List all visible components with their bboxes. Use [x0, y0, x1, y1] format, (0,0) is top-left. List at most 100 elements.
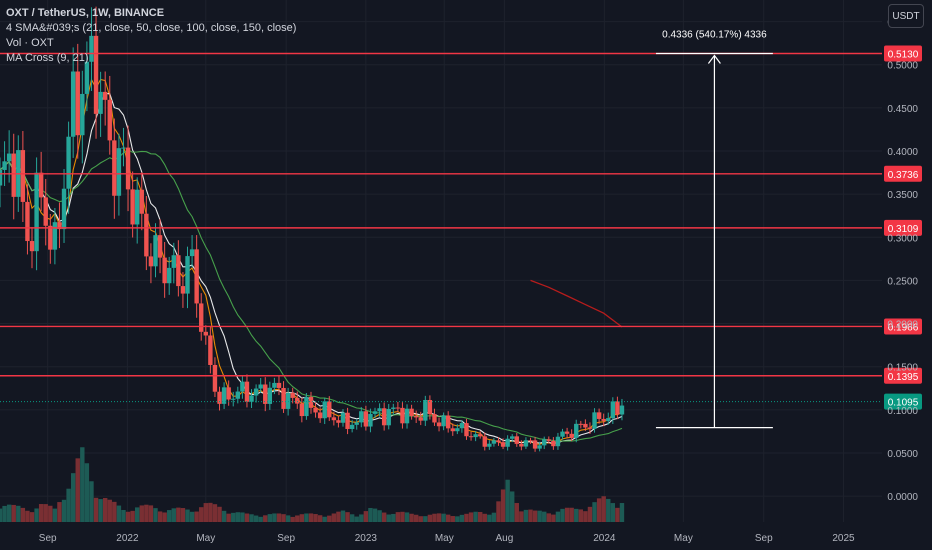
- candle-body: [139, 189, 144, 214]
- candle-body: [304, 397, 309, 417]
- candle-body: [436, 422, 442, 427]
- volume-bar: [313, 514, 318, 522]
- volume-bar: [208, 502, 213, 522]
- time-axis[interactable]: Sep 2022 May Sep 2023 May Aug 2024 May Sep 2025: [39, 533, 855, 544]
- level-price-label: 0.1395: [888, 372, 919, 383]
- candle-body: [263, 384, 268, 404]
- volume-bar: [606, 498, 611, 522]
- candle-body: [235, 391, 241, 399]
- level-price-tag: [884, 45, 922, 62]
- candle-body: [569, 433, 574, 438]
- candle-body: [363, 411, 369, 427]
- volume-bar: [185, 509, 190, 522]
- candle-body: [2, 161, 7, 170]
- candle-body: [432, 414, 437, 423]
- candle-body: [445, 415, 451, 429]
- candle-body: [20, 150, 26, 202]
- volume-bar: [84, 463, 90, 522]
- volume-bar: [381, 512, 387, 522]
- candle-body: [34, 172, 39, 252]
- candle-body: [299, 403, 305, 417]
- volume-bar: [70, 473, 76, 522]
- volume-bar: [615, 507, 620, 522]
- candle-body: [130, 189, 135, 225]
- candle-body: [167, 267, 172, 284]
- candle-body: [587, 427, 593, 429]
- volume-bar: [308, 513, 314, 522]
- volume-bar: [102, 498, 108, 522]
- time-tick-label: May: [196, 533, 215, 544]
- candle-body: [413, 416, 419, 418]
- candle-body: [596, 412, 602, 419]
- price-tick-label: 0.2000: [887, 320, 918, 331]
- volume-bar: [253, 515, 259, 522]
- time-tick-label: Aug: [495, 533, 513, 544]
- candle-body: [244, 381, 250, 402]
- volume-bar: [29, 512, 35, 522]
- volume-bar: [203, 503, 208, 522]
- volume-bar: [560, 508, 565, 522]
- volume-bar: [436, 513, 442, 522]
- sma-indicator-label[interactable]: 4 SMA&#039;s (21, close, 50, close, 100,…: [6, 22, 297, 34]
- volume-bar: [199, 507, 204, 522]
- currency-button[interactable]: USDT: [888, 4, 924, 28]
- candle-body: [6, 153, 12, 162]
- volume-bar: [564, 507, 570, 522]
- candle-body: [308, 397, 314, 408]
- candle-body: [610, 401, 616, 419]
- volume-bar: [345, 512, 350, 522]
- candle-body: [61, 188, 67, 230]
- volume-bar: [258, 516, 263, 522]
- price-range-measure[interactable]: 0.4336 (540.17%) 4336: [655, 29, 773, 429]
- candle-body: [43, 197, 48, 226]
- volume-bar: [263, 515, 268, 522]
- symbol-title[interactable]: OXT / TetherUS, 1W, BINANCE: [6, 7, 165, 19]
- candle-body: [0, 169, 3, 186]
- candle-body: [372, 411, 378, 414]
- volume-bar: [121, 510, 126, 522]
- volume-bar: [231, 512, 236, 522]
- volume-bar: [148, 505, 154, 522]
- volume-bar: [363, 511, 369, 522]
- volume-bar: [377, 510, 382, 522]
- volume-bar: [404, 512, 410, 522]
- candle-body: [450, 428, 455, 432]
- volume-bar: [272, 513, 277, 522]
- ma-cross-indicator-label[interactable]: MA Cross (9, 21): [6, 52, 89, 64]
- candle-body: [176, 255, 181, 287]
- volume-bar: [61, 499, 67, 522]
- volume-bar: [226, 513, 231, 522]
- candle-body: [144, 213, 149, 257]
- volume-bar: [432, 513, 437, 522]
- candle-body: [459, 423, 465, 429]
- horizontal-levels[interactable]: 0.5130 0.3736 0.3109 0.1966 0.1395 0.1095: [0, 45, 922, 410]
- time-tick-label: Sep: [39, 533, 57, 544]
- candle-body: [107, 99, 112, 141]
- candle-body: [80, 93, 85, 136]
- volume-bar: [107, 499, 112, 522]
- candle-body: [574, 423, 579, 438]
- candle-body: [317, 412, 323, 419]
- volume-bar: [25, 510, 30, 522]
- volume-bar: [368, 507, 373, 522]
- candle-body: [199, 303, 204, 332]
- candle-body: [11, 153, 16, 197]
- volume-bar: [587, 506, 593, 522]
- volume-bar: [80, 447, 85, 522]
- current-price-tag: [884, 393, 922, 410]
- volume-indicator-label[interactable]: Vol · OXT: [6, 37, 54, 49]
- volume-bar: [295, 515, 300, 522]
- candle-body: [98, 91, 103, 114]
- candle-body: [473, 434, 478, 438]
- candle-body: [564, 431, 570, 434]
- candle-body: [203, 331, 208, 336]
- candle-body: [153, 235, 158, 267]
- volume-bar: [468, 512, 474, 522]
- volume-bar: [89, 481, 94, 522]
- volume-bar: [441, 513, 446, 522]
- level-price-label: 0.5130: [888, 49, 919, 60]
- candle-body: [537, 445, 542, 449]
- candle-body: [354, 422, 359, 425]
- volume-bar: [212, 504, 218, 522]
